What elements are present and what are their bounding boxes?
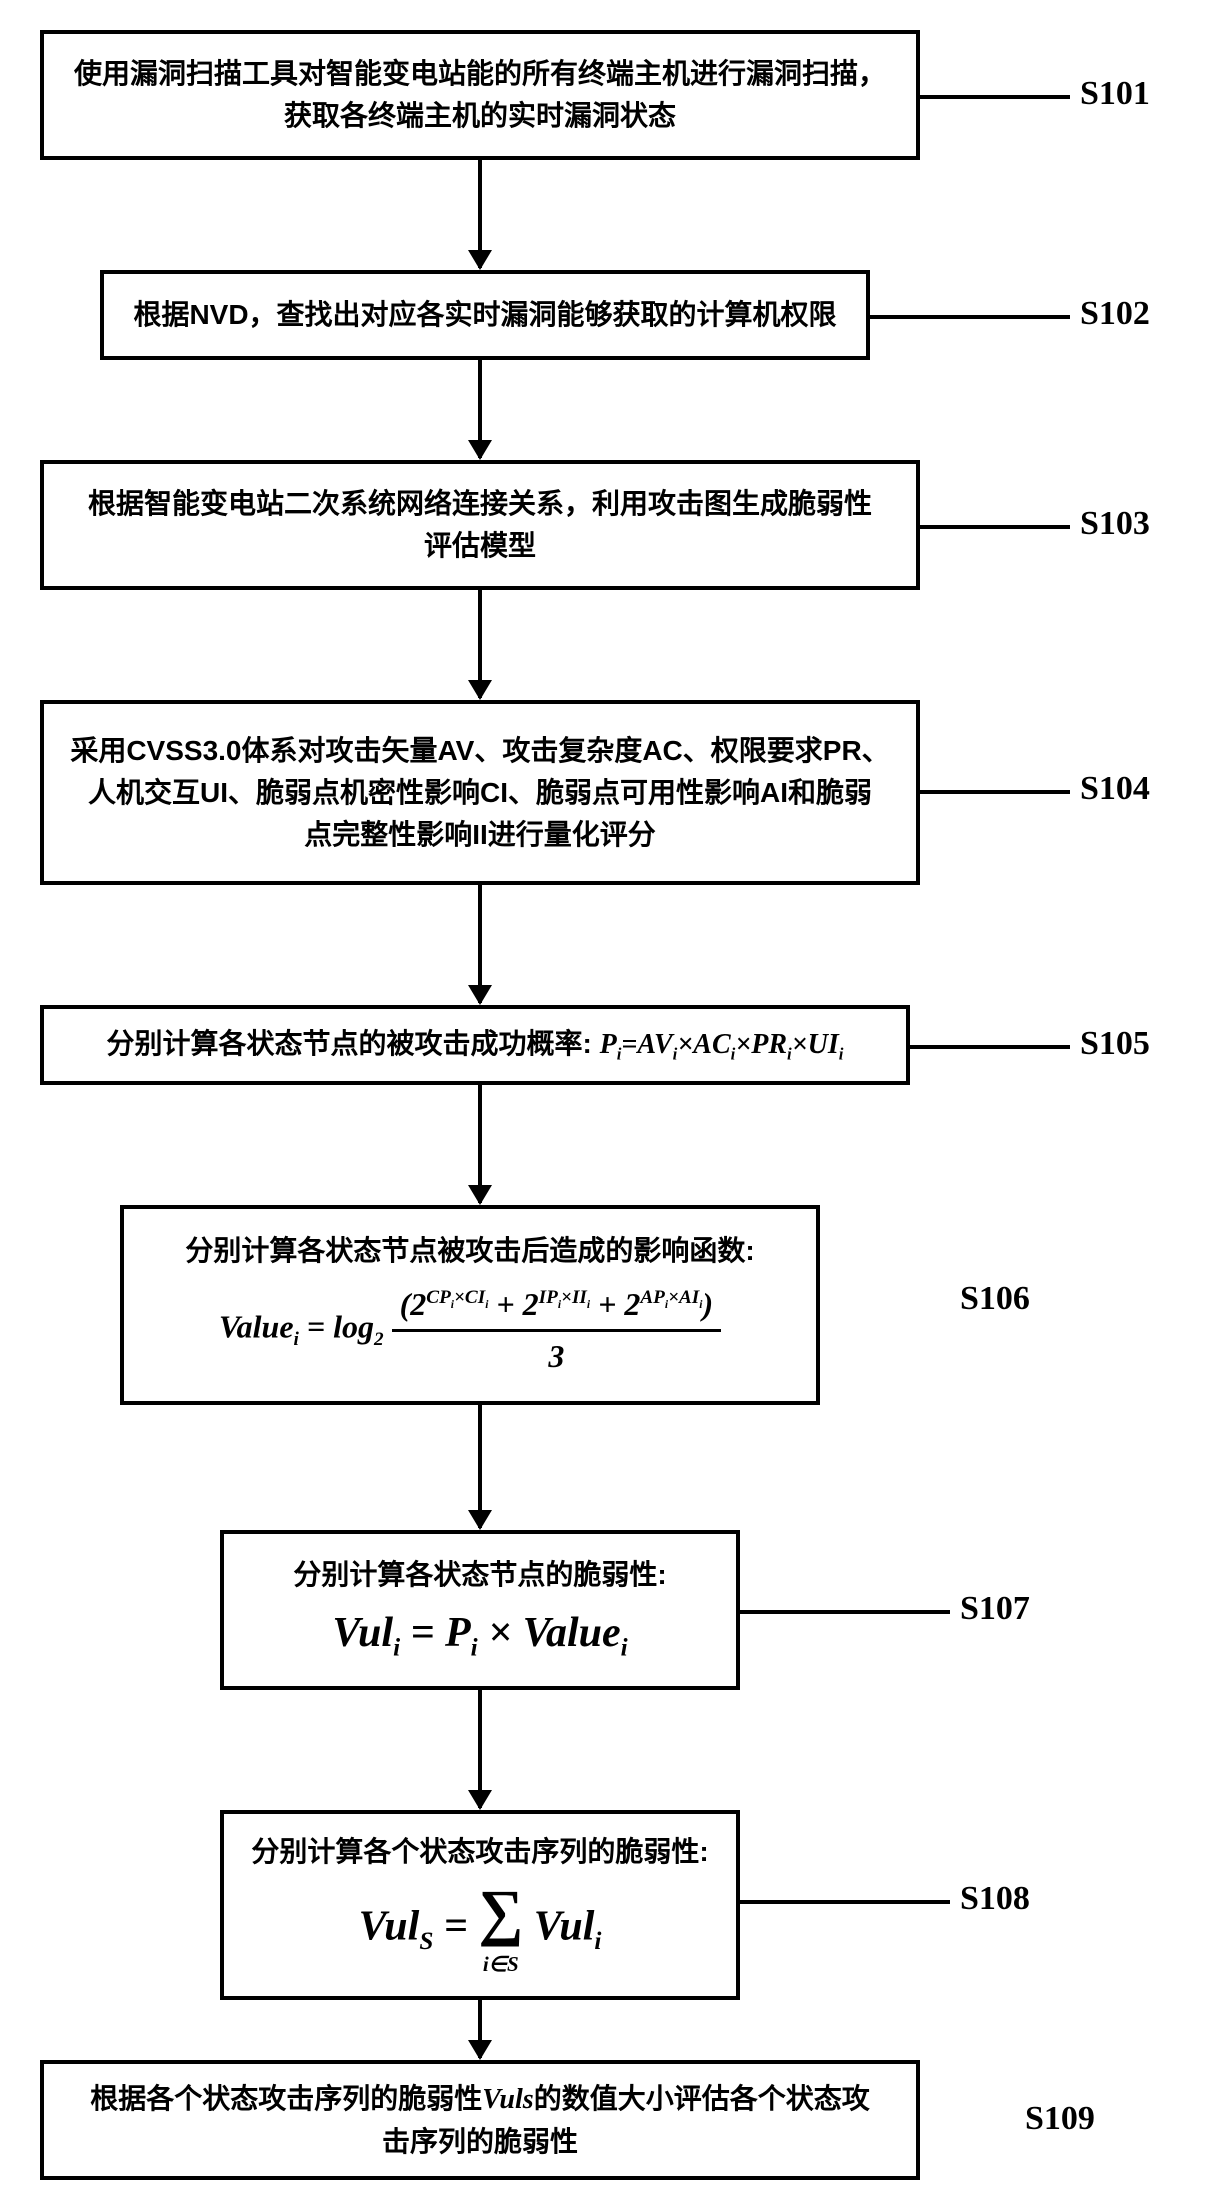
leader-line bbox=[920, 95, 1070, 99]
node-s106: 分别计算各状态节点被攻击后造成的影响函数: Valuei = log2 (2CP… bbox=[120, 1205, 820, 1405]
node-s103: 根据智能变电站二次系统网络连接关系，利用攻击图生成脆弱性评估模型 bbox=[40, 460, 920, 590]
text-prefix: 分别计算各状态节点的被攻击成功概率: bbox=[107, 1028, 592, 1059]
node-s107: 分别计算各状态节点的脆弱性: Vuli = Pi × Valuei bbox=[220, 1530, 740, 1690]
leader-line bbox=[920, 790, 1070, 794]
step-label: S105 bbox=[1080, 1025, 1150, 1063]
step-label: S107 bbox=[960, 1590, 1030, 1628]
node-s101: 使用漏洞扫描工具对智能变电站能的所有终端主机进行漏洞扫描，获取各终端主机的实时漏… bbox=[40, 30, 920, 160]
formula: Valuei = log2 (2CPi×CIi + 2IPi×IIi + 2AP… bbox=[219, 1280, 721, 1381]
arrow bbox=[478, 2000, 482, 2058]
node-text: 根据智能变电站二次系统网络连接关系，利用攻击图生成脆弱性评估模型 bbox=[88, 483, 872, 567]
step-label: S106 bbox=[960, 1280, 1030, 1318]
step-label: S108 bbox=[960, 1880, 1030, 1918]
step-label: S101 bbox=[1080, 75, 1150, 113]
node-s109: 根据各个状态攻击序列的脆弱性Vuls的数值大小评估各个状态攻击序列的脆弱性 bbox=[40, 2060, 920, 2180]
leader-line bbox=[920, 525, 1070, 529]
formula: Vuli = Pi × Valuei bbox=[332, 1604, 627, 1666]
node-s105: 分别计算各状态节点的被攻击成功概率: Pi=AVi×ACi×PRi×UIi bbox=[40, 1005, 910, 1085]
arrow bbox=[478, 590, 482, 698]
formula: VulS = ∑ i∈S Vuli bbox=[359, 1881, 602, 1979]
arrow bbox=[478, 360, 482, 458]
node-s102: 根据NVD，查找出对应各实时漏洞能够获取的计算机权限 bbox=[100, 270, 870, 360]
leader-line bbox=[870, 315, 1070, 319]
leader-line bbox=[910, 1045, 1070, 1049]
arrow bbox=[478, 1405, 482, 1528]
arrow bbox=[478, 160, 482, 268]
step-label: S103 bbox=[1080, 505, 1150, 543]
node-text: 分别计算各状态节点的脆弱性: bbox=[293, 1554, 666, 1596]
node-text: 分别计算各个状态攻击序列的脆弱性: bbox=[251, 1831, 708, 1873]
node-text: 采用CVSS3.0体系对攻击矢量AV、攻击复杂度AC、权限要求PR、人机交互UI… bbox=[70, 730, 889, 856]
step-label: S102 bbox=[1080, 295, 1150, 333]
leader-line bbox=[740, 1610, 950, 1614]
node-text: 根据NVD，查找出对应各实时漏洞能够获取的计算机权限 bbox=[133, 294, 836, 336]
formula: Pi=AVi×ACi×PRi×UIi bbox=[600, 1029, 844, 1060]
node-text: 根据各个状态攻击序列的脆弱性Vuls的数值大小评估各个状态攻击序列的脆弱性 bbox=[90, 2078, 869, 2163]
step-label: S104 bbox=[1080, 770, 1150, 808]
node-text: 分别计算各状态节点被攻击后造成的影响函数: bbox=[185, 1230, 754, 1272]
node-text: 使用漏洞扫描工具对智能变电站能的所有终端主机进行漏洞扫描，获取各终端主机的实时漏… bbox=[74, 53, 886, 137]
node-s108: 分别计算各个状态攻击序列的脆弱性: VulS = ∑ i∈S Vuli bbox=[220, 1810, 740, 2000]
arrow bbox=[478, 1690, 482, 1808]
leader-line bbox=[740, 1900, 950, 1904]
node-s104: 采用CVSS3.0体系对攻击矢量AV、攻击复杂度AC、权限要求PR、人机交互UI… bbox=[40, 700, 920, 885]
arrow bbox=[478, 1085, 482, 1203]
arrow bbox=[478, 885, 482, 1003]
step-label: S109 bbox=[1025, 2100, 1095, 2138]
node-text: 分别计算各状态节点的被攻击成功概率: Pi=AVi×ACi×PRi×UIi bbox=[107, 1023, 844, 1066]
flowchart-container: 使用漏洞扫描工具对智能变电站能的所有终端主机进行漏洞扫描，获取各终端主机的实时漏… bbox=[0, 0, 1218, 2187]
